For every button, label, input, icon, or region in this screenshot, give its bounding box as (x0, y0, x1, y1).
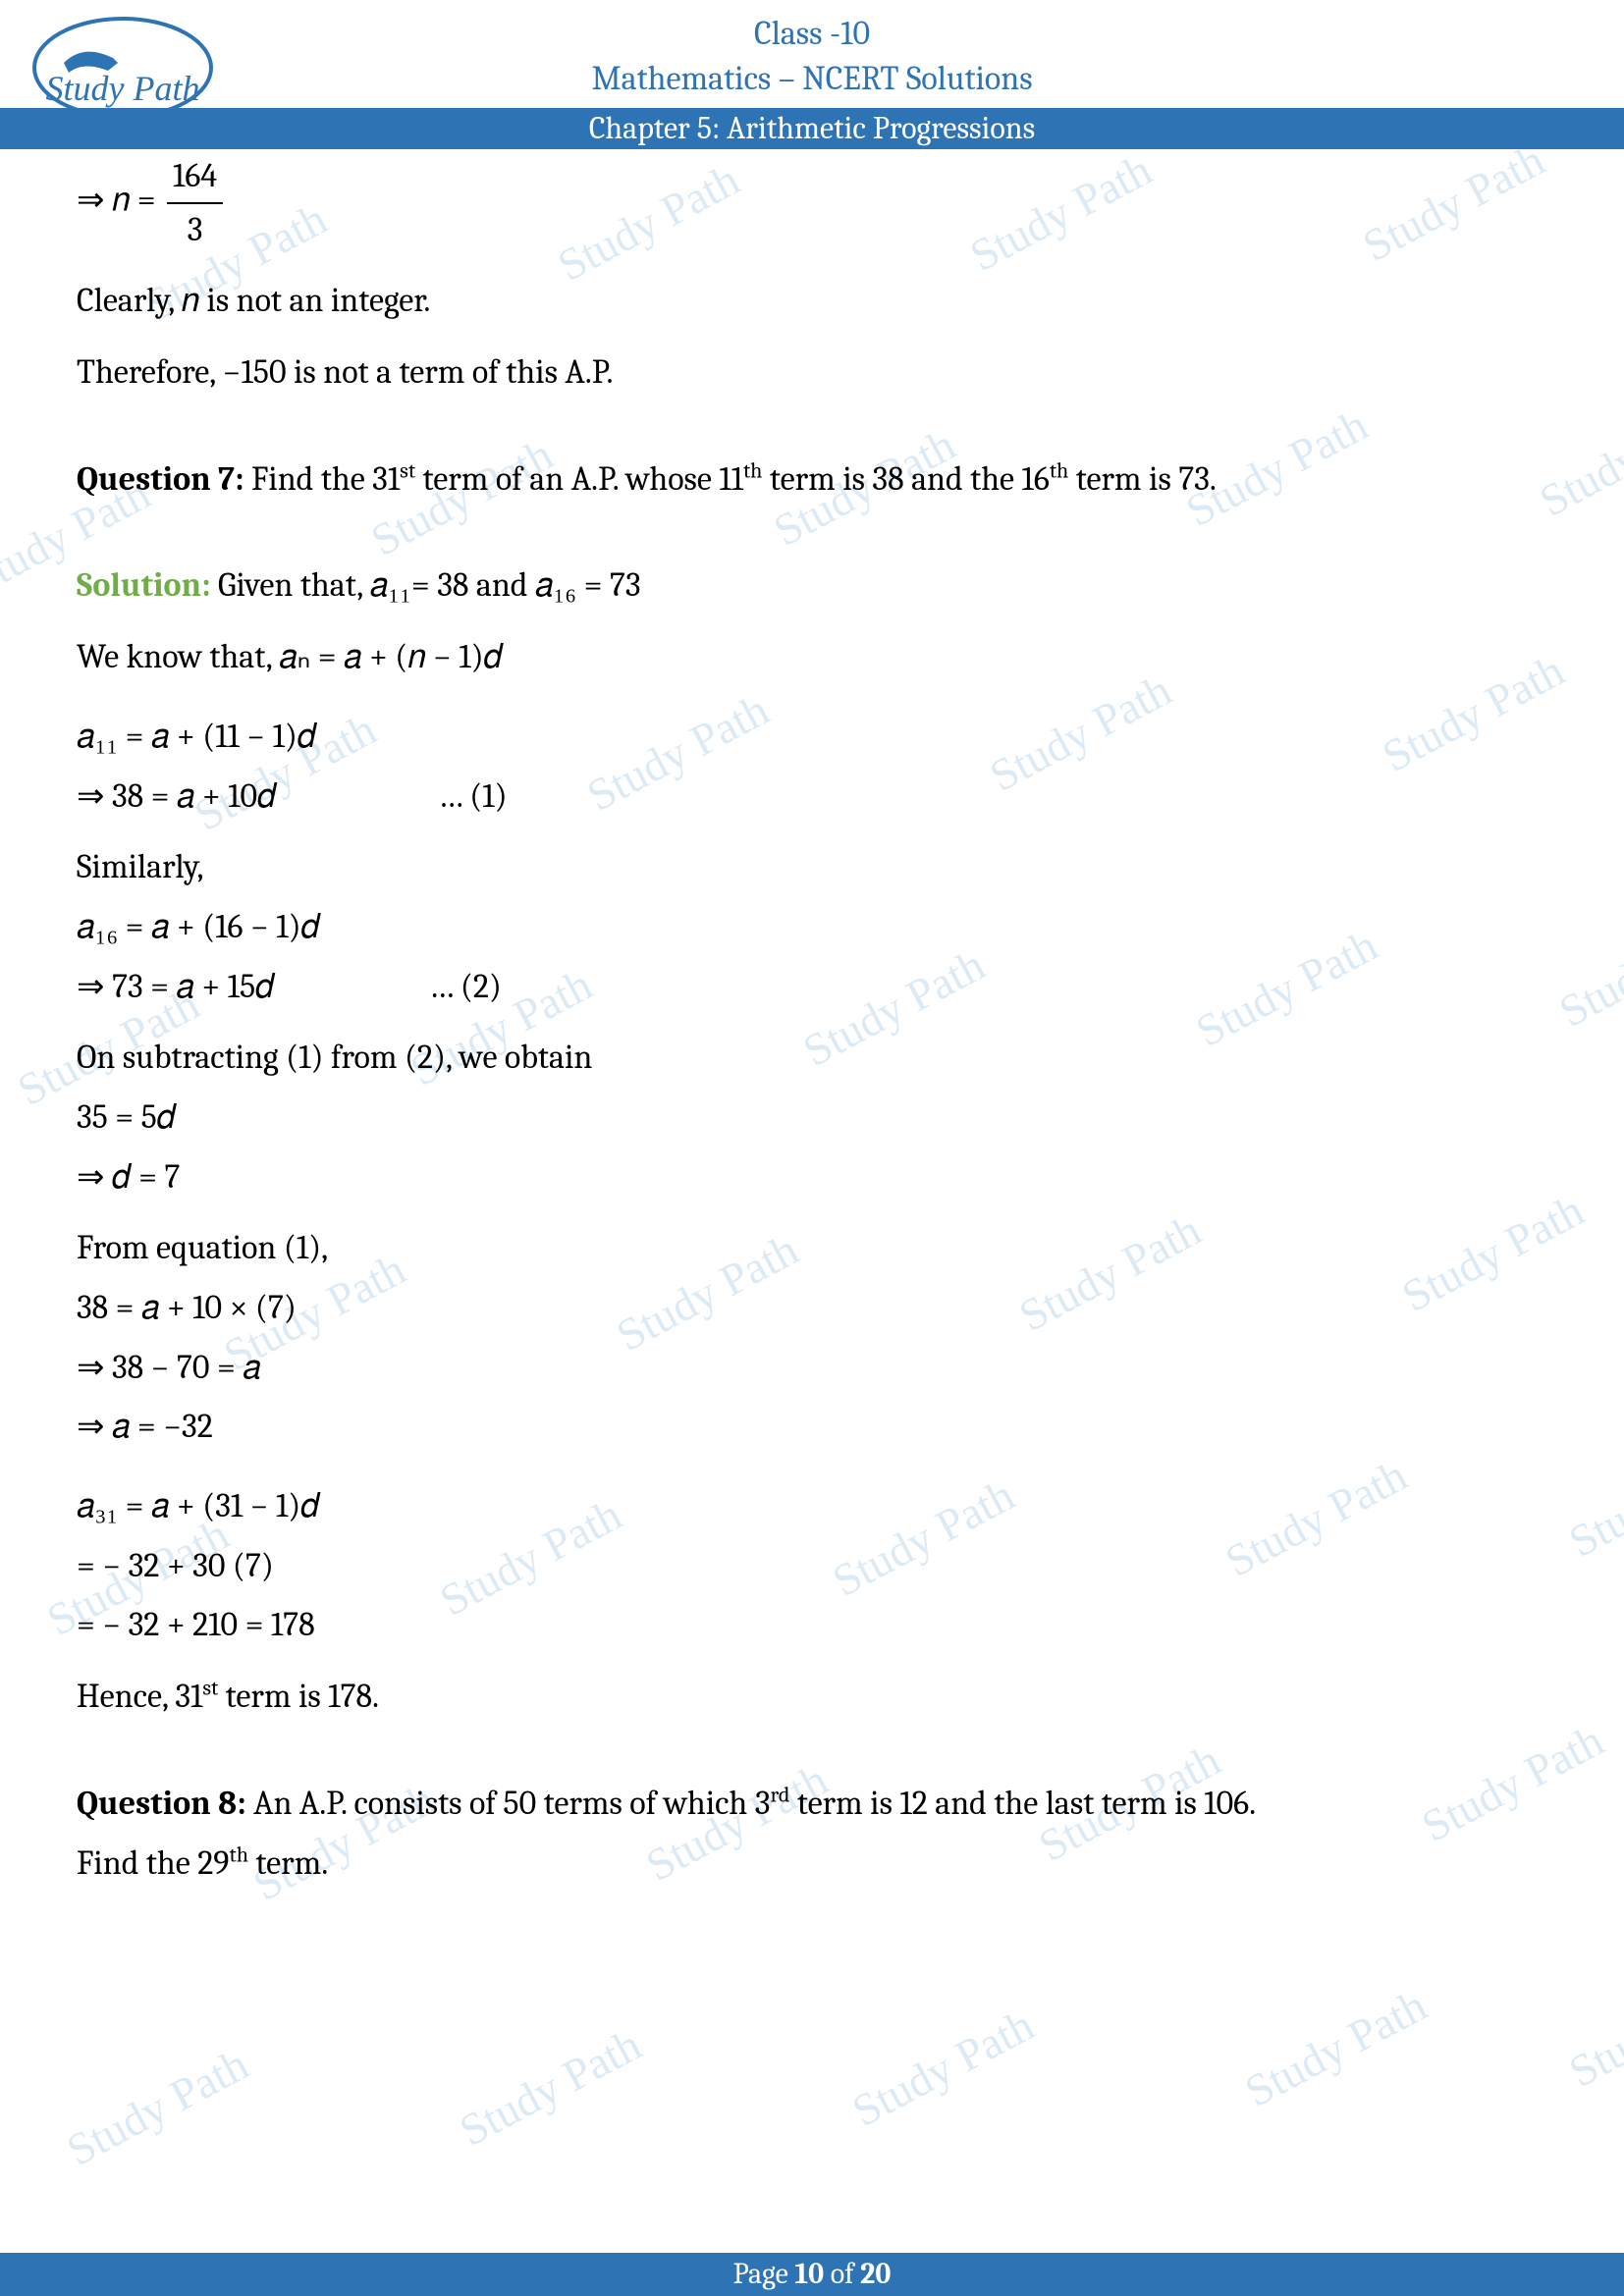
line: ⇒ 38 − 70 = 𝑎 (77, 1342, 1547, 1394)
question-8: Question 8: An A.P. consists of 50 terms… (77, 1778, 1547, 1830)
sup: st (400, 457, 415, 483)
line: ⇒ 73 = 𝑎 + 15𝑑 … (2) (77, 961, 1547, 1013)
line: On subtracting (1) from (2), we obtain (77, 1032, 1547, 1084)
line: We know that, 𝑎ₙ = 𝑎 + (𝑛 − 1)𝑑 (77, 631, 1547, 683)
line: 35 = 5𝑑 (77, 1092, 1547, 1144)
line: 𝑎₁₆ = 𝑎 + (16 − 1)𝑑 (77, 901, 1547, 953)
class-line: Class -10 (0, 12, 1624, 57)
text: ⇒ 𝑛 = (77, 181, 156, 220)
text: Hence, 31 (77, 1677, 202, 1716)
footer-total: 20 (860, 2257, 891, 2291)
watermark-text: Study Path (1560, 1959, 1624, 2098)
page-content: ⇒ 𝑛 = 164 3 Clearly, 𝑛 is not an integer… (0, 150, 1624, 1889)
line: ⇒ 𝑎 = −32 (77, 1401, 1547, 1453)
footer-current: 10 (794, 2257, 824, 2291)
question-label: Question 8: (77, 1784, 246, 1823)
line: = − 32 + 30 (7) (77, 1540, 1547, 1592)
solution-line: Solution: Given that, 𝑎₁₁= 38 and 𝑎₁₆ = … (77, 560, 1547, 612)
text: term is 178. (218, 1677, 379, 1716)
fraction: 164 3 (167, 150, 223, 255)
line: ⇒ 38 = 𝑎 + 10𝑑 … (1) (77, 771, 1547, 823)
line-clearly: Clearly, 𝑛 is not an integer. (77, 275, 1547, 327)
studypath-logo: Study Path (29, 14, 216, 122)
text: term is 12 and the last term is 106. (789, 1784, 1256, 1823)
page-header: Study Path Class -10 Mathematics – NCERT… (0, 0, 1624, 142)
header-titles: Class -10 Mathematics – NCERT Solutions (0, 0, 1624, 102)
watermark-text: Study Path (58, 2038, 256, 2176)
watermark-text: Study Path (1236, 1979, 1435, 2117)
text: term is 38 and the 16 (762, 459, 1049, 499)
line-hence: Hence, 31st term is 178. (77, 1671, 1547, 1723)
sup: rd (770, 1782, 789, 1807)
text: An A.P. consists of 50 terms of which 3 (246, 1784, 771, 1823)
subject-line: Mathematics – NCERT Solutions (0, 57, 1624, 102)
line: 𝑎₃₁ = 𝑎 + (31 − 1)𝑑 (77, 1480, 1547, 1532)
text: term of an A.P. whose 11 (415, 459, 743, 499)
sup: th (230, 1842, 248, 1867)
line-therefore: Therefore, −150 is not a term of this A.… (77, 347, 1547, 399)
line: 38 = 𝑎 + 10 × (7) (77, 1282, 1547, 1334)
text: Find the 29 (77, 1843, 230, 1883)
text: term. (248, 1843, 328, 1883)
line: ⇒ 𝑑 = 7 (77, 1151, 1547, 1203)
text: term is 73. (1068, 459, 1217, 499)
fraction-denominator: 3 (167, 204, 223, 256)
sup: st (202, 1676, 218, 1701)
fraction-numerator: 164 (167, 150, 223, 204)
line: = − 32 + 210 = 178 (77, 1599, 1547, 1651)
line-n-equals: ⇒ 𝑛 = 164 3 (77, 150, 1547, 255)
question-label: Question 7: (77, 459, 244, 499)
sup: th (1050, 457, 1068, 483)
question-8-cont: Find the 29th term. (77, 1838, 1547, 1890)
svg-text:Study Path: Study Path (46, 69, 200, 108)
sup: th (743, 457, 762, 483)
footer-sep: of (824, 2257, 860, 2291)
text: Find the 31 (244, 459, 400, 499)
chapter-bar: Chapter 5: Arithmetic Progressions (0, 108, 1624, 149)
line: From equation (1), (77, 1222, 1547, 1274)
watermark-text: Study Path (451, 2018, 649, 2157)
footer-prefix: Page (733, 2257, 795, 2291)
page-footer: Page 10 of 20 (0, 2253, 1624, 2296)
text: Given that, 𝑎₁₁= 38 and 𝑎₁₆ = 73 (211, 565, 641, 605)
question-7: Question 7: Find the 31st term of an A.P… (77, 454, 1547, 506)
solution-label: Solution: (77, 565, 211, 605)
line: 𝑎₁₁ = 𝑎 + (11 − 1)𝑑 (77, 711, 1547, 763)
line: Similarly, (77, 841, 1547, 893)
watermark-text: Study Path (843, 1999, 1042, 2137)
